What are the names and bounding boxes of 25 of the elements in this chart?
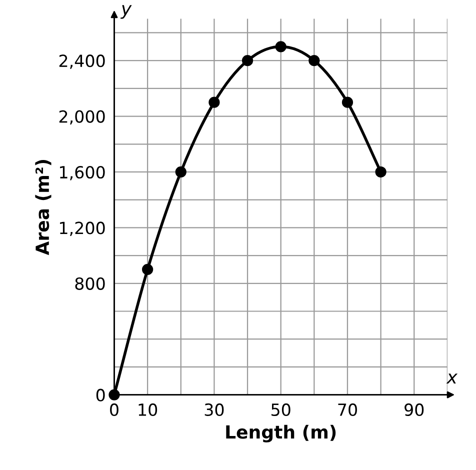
- y-tick-label: 2,400: [59, 54, 105, 69]
- point: [275, 41, 286, 52]
- point: [242, 55, 254, 66]
- x-tick-label: 70: [338, 403, 357, 416]
- x-tick-label: 0: [110, 403, 118, 416]
- y-tick-label: 1,200: [60, 222, 105, 236]
- annotation: x: [446, 374, 458, 384]
- point: [308, 55, 320, 66]
- point: [208, 96, 220, 108]
- x-tick-label: 30: [204, 403, 224, 416]
- text: y: [120, 5, 132, 19]
- point: [375, 166, 386, 178]
- y-tick-label: 2,000: [59, 110, 105, 125]
- x-tick-label: 50: [272, 403, 290, 416]
- point: [142, 264, 154, 276]
- point: [175, 166, 186, 178]
- y-tick-label: 1,600: [60, 166, 105, 180]
- y-axis-title: Area (m²): [35, 160, 52, 256]
- point: [342, 96, 354, 108]
- x-tick-label: 90: [404, 403, 424, 416]
- x-tick-label: 10: [138, 403, 158, 416]
- point: [108, 389, 120, 400]
- x-axis-title: Length (m): [226, 424, 336, 442]
- y-tick-label: 0: [96, 388, 105, 402]
- y-tick-label: 800: [75, 277, 105, 290]
